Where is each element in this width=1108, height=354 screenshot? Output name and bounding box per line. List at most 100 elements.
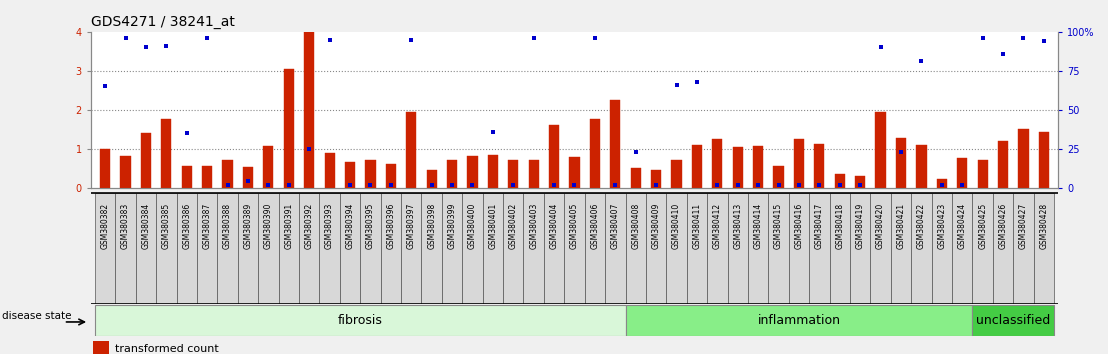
Text: disease state: disease state	[2, 310, 71, 321]
Text: GSM380388: GSM380388	[223, 203, 232, 249]
Text: GSM380401: GSM380401	[489, 203, 497, 249]
Bar	[809, 193, 830, 304]
Bar	[855, 176, 865, 188]
Text: GSM380416: GSM380416	[794, 203, 803, 249]
Point	[831, 182, 849, 187]
Point	[994, 51, 1012, 57]
Text: fibrosis: fibrosis	[338, 314, 382, 327]
Bar	[998, 141, 1008, 188]
Point	[811, 182, 829, 187]
Text: GSM380422: GSM380422	[917, 203, 926, 249]
Text: GSM380405: GSM380405	[570, 202, 579, 249]
Bar	[284, 69, 294, 188]
Bar	[773, 166, 783, 188]
Point	[688, 79, 706, 85]
Text: GSM380409: GSM380409	[652, 202, 660, 249]
Point	[565, 182, 583, 187]
Bar	[121, 156, 131, 188]
Text: GSM380400: GSM380400	[468, 202, 476, 249]
Point	[851, 182, 869, 187]
Bar	[605, 193, 626, 304]
Point	[259, 182, 277, 187]
Bar	[264, 145, 274, 188]
Text: GSM380382: GSM380382	[101, 203, 110, 249]
Text: GSM380423: GSM380423	[937, 203, 946, 249]
Point	[627, 149, 645, 155]
Bar	[176, 193, 197, 304]
Text: GSM380408: GSM380408	[632, 203, 640, 249]
Point	[913, 59, 931, 64]
Bar	[936, 179, 947, 188]
Bar	[834, 174, 845, 188]
Point	[382, 182, 400, 187]
Point	[402, 37, 420, 42]
Text: GSM380407: GSM380407	[611, 202, 619, 249]
Bar	[304, 32, 315, 188]
Text: GSM380394: GSM380394	[346, 202, 355, 249]
Text: GSM380427: GSM380427	[1019, 203, 1028, 249]
Bar	[366, 160, 376, 188]
Point	[484, 129, 502, 135]
Bar	[973, 305, 1054, 336]
Text: unclassified: unclassified	[976, 314, 1050, 327]
Text: GSM380387: GSM380387	[203, 203, 212, 249]
Bar	[652, 170, 661, 188]
Text: GSM380393: GSM380393	[325, 202, 335, 249]
Text: GSM380412: GSM380412	[712, 203, 721, 249]
Bar	[687, 193, 707, 304]
Bar	[768, 193, 789, 304]
Bar	[299, 193, 319, 304]
Bar	[243, 167, 253, 188]
Bar	[611, 100, 620, 188]
Text: GSM380402: GSM380402	[509, 203, 517, 249]
Bar	[509, 160, 519, 188]
Text: GSM380428: GSM380428	[1039, 203, 1048, 249]
Bar	[707, 193, 728, 304]
Text: GSM380413: GSM380413	[733, 203, 742, 249]
Bar	[891, 193, 911, 304]
Bar	[1018, 129, 1028, 188]
Point	[157, 43, 175, 49]
Bar	[115, 193, 136, 304]
Bar	[712, 139, 722, 188]
Point	[545, 182, 563, 187]
Bar	[447, 160, 458, 188]
Point	[790, 182, 808, 187]
Point	[116, 35, 134, 41]
Text: inflammation: inflammation	[758, 314, 841, 327]
Point	[729, 182, 747, 187]
Point	[974, 35, 992, 41]
Bar	[793, 139, 804, 188]
Point	[606, 182, 624, 187]
Bar	[93, 341, 109, 354]
Point	[647, 182, 665, 187]
Text: GSM380384: GSM380384	[142, 203, 151, 249]
Point	[178, 130, 196, 136]
Bar	[325, 153, 335, 188]
Point	[504, 182, 522, 187]
Point	[423, 182, 441, 187]
Point	[239, 178, 257, 184]
Text: GSM380406: GSM380406	[591, 202, 599, 249]
Text: GSM380391: GSM380391	[285, 203, 294, 249]
Text: GSM380390: GSM380390	[264, 202, 273, 249]
Text: GSM380399: GSM380399	[448, 202, 456, 249]
Text: GSM380404: GSM380404	[550, 202, 558, 249]
Bar	[503, 193, 523, 304]
Bar	[407, 112, 417, 188]
Bar	[278, 193, 299, 304]
Point	[137, 45, 155, 50]
Bar	[319, 193, 340, 304]
Bar	[156, 193, 176, 304]
Point	[1015, 35, 1033, 41]
Bar	[589, 120, 601, 188]
Bar	[141, 133, 151, 188]
Text: GDS4271 / 38241_at: GDS4271 / 38241_at	[91, 16, 235, 29]
Bar	[544, 193, 564, 304]
Text: GSM380420: GSM380420	[876, 203, 885, 249]
Bar	[95, 305, 626, 336]
Bar	[748, 193, 768, 304]
Text: GSM380410: GSM380410	[673, 203, 681, 249]
Bar	[875, 112, 885, 188]
Point	[218, 182, 236, 187]
